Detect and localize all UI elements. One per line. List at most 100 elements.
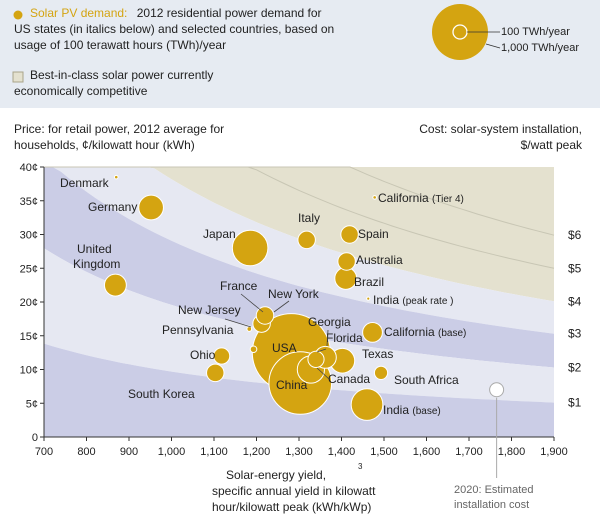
x-tick-label-1100: 1,100 [200,446,228,458]
bubble-india-3 [350,388,384,421]
point-label-spain: Spain [358,227,389,241]
bubble-pennsylvania-20 [249,345,258,354]
label-layer: Denmark Germany Italy Spain Japan Australia Br… [60,176,466,417]
bubble-layer [103,174,505,478]
leader-line-3 [326,329,329,347]
bubble-california-10 [362,321,383,343]
legend-demand-desc1: 2012 residential power demand for [136,6,322,20]
legend-size-large-label: 1,000 TWh/year [501,42,580,54]
y-axis-title-line2: households, ¢/kilowatt hour (kWh) [14,138,195,152]
legend-competitive-desc1: Best-in-class solar power currently [30,68,214,82]
leader-line-2 [224,318,252,328]
point-label-india-base: India (base) [383,403,441,417]
point-label-pennsylvania: Pennsylvania [162,323,234,337]
point-label-france: France [220,279,258,293]
x-axis-title-line3: hour/kilowatt peak (kWh/kWp) [212,500,372,514]
bubble-denmark-22 [113,174,119,180]
x-axis-title-line1: Solar-energy yield, [226,468,327,482]
cost-band-2 [44,248,554,403]
point-label-brazil: Brazil [354,275,384,289]
legend-competitive-desc2: economically competitive [14,84,148,98]
point-label-california-tier4: California (Tier 4) [378,191,464,205]
y2-axis-title-line1: Cost: solar-system installation, [419,122,582,136]
cost-label-5: $5 [568,261,582,275]
legend-panel [0,0,600,108]
cost-label-3: $3 [568,327,582,341]
cost-band-4 [44,167,554,334]
point-label-canada: Canada [328,372,370,386]
point-label-united-kingdom-1: United [77,242,112,256]
bubble-ohio-18 [213,347,231,365]
x-tick-label-1700: 1,700 [455,446,483,458]
point-label-italy: Italy [298,211,320,225]
annotation-marker [489,382,505,398]
bubble-new-jersey-21 [246,326,253,332]
point-label-australia: Australia [356,253,403,267]
x-tick-label-900: 900 [120,446,138,458]
bubble-south-korea-16 [206,363,225,383]
point-label-texas: Texas [362,347,393,361]
y-tick-label-40: 40¢ [20,162,38,174]
leader-line-1 [273,300,290,313]
point-label-usa: USA [272,341,297,355]
cost-label-6: $6 [568,228,582,242]
legend-demand-desc3: usage of 100 terawatt hours (TWh)/year [14,38,227,52]
x-tick-label-1900: 1,900 [540,446,568,458]
legend-demand-dot [13,10,23,20]
y-tick-label-0: 0 [32,432,38,444]
bubble-india-24 [366,296,371,301]
point-label-new-jersey: New Jersey [178,303,241,317]
x-tick-label-1300: 1,300 [285,446,313,458]
axes-layer: 700 800 900 1,000 1,100 1,200 1,300 1,400 1,500 1… [20,162,582,458]
legend-competitive-swatch [12,71,24,83]
leader-line-0 [240,293,264,313]
y-tick-label-20: 20¢ [20,297,38,309]
point-label-denmark: Denmark [60,176,110,190]
y-tick-label-35: 35¢ [20,196,38,208]
competitive-region [44,167,554,302]
x-tick-label-1600: 1,600 [413,446,441,458]
x-tick-label-700: 700 [35,446,53,458]
x-tick-label-800: 800 [77,446,95,458]
bubble-australia-13 [337,252,356,271]
y-tick-label-15: 15¢ [20,331,38,343]
point-label-new-york: New York [268,287,320,301]
bubble-new-york-15 [255,306,275,325]
x-axis-title-line2: specific annual yield in kilowatt [212,484,376,498]
y-tick-label-25: 25¢ [20,263,38,275]
bubble-germany-5 [138,194,164,221]
x-axis-title-superscript: 3 [358,462,363,471]
cost-curve-6 [44,166,555,236]
x-tick-label-1500: 1,500 [370,446,398,458]
y-tick-label-30: 30¢ [20,230,38,242]
leader-line-5 [316,367,330,380]
y2-axis-title-line2: $/watt peak [520,138,582,152]
legend-leader-large [485,43,501,49]
point-label-florida: Florida [326,331,363,345]
legend-demand-desc2: US states (in italics below) and selecte… [14,22,335,36]
point-label-georgia: Georgia [308,315,351,329]
x-tick-label-1000: 1,000 [158,446,186,458]
x-tick-label-1200: 1,200 [243,446,271,458]
legend-size-large-circle [432,4,488,60]
legend-demand-label: Solar PV demand: [30,6,128,20]
point-label-china: China [276,378,308,392]
point-label-japan: Japan [203,227,236,241]
leader-line-4 [316,348,327,353]
annotation-line1: 2020: Estimated [454,484,534,496]
cost-label-4: $4 [568,294,582,308]
bubble-japan-2 [231,229,269,267]
point-label-united-kingdom-2: Kingdom [73,257,120,271]
annotation-line2: installation cost [454,499,530,511]
cost-band-3 [44,167,554,368]
bubble-italy-11 [297,230,316,250]
legend-demand-line1: Solar PV demand: 2012 residential power … [30,6,322,21]
x-tick-label-1800: 1,800 [498,446,526,458]
bubble-spain-12 [340,225,359,244]
bubble-california-23 [372,195,377,200]
cost-label-1: $1 [568,396,582,410]
point-label-south-africa: South Africa [394,373,459,387]
point-label-germany: Germany [88,200,137,214]
point-label-california-base: California (base) [384,325,466,339]
